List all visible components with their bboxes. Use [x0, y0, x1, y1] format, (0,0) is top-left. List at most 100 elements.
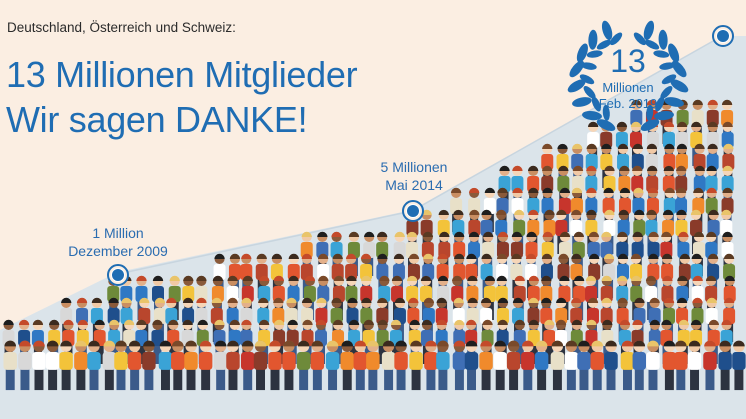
laurel-leaf: [640, 119, 660, 131]
laurel-date: Feb. 2019: [598, 96, 658, 111]
crowd-person: [325, 340, 340, 391]
crowd-person: [703, 340, 717, 391]
laurel-leaf: [602, 104, 610, 121]
crowd-person: [114, 340, 128, 391]
crowd-person: [226, 340, 240, 391]
laurel-leaf: [633, 32, 646, 46]
region-subtitle: Deutschland, Österreich und Schweiz:: [7, 20, 236, 35]
laurel-leaf: [583, 86, 596, 99]
crowd-person: [127, 340, 142, 391]
crowd-person: [732, 340, 746, 391]
laurel-leaf: [580, 62, 597, 70]
crowd-person: [158, 340, 173, 391]
crowd-person: [550, 340, 565, 391]
crowd-person: [59, 340, 73, 391]
milestone-1-date: Dezember 2009: [68, 243, 168, 259]
laurel-leaf: [661, 74, 677, 85]
crowd-person: [45, 340, 60, 391]
crowd-person: [543, 319, 556, 364]
laurel-unit: Millionen: [602, 80, 654, 95]
laurel-leaf: [582, 110, 602, 121]
laurel-leaf: [601, 20, 613, 41]
milestone-1-dot-icon: [107, 264, 129, 286]
laurel-leaf: [586, 50, 603, 58]
crowd-person: [240, 340, 255, 391]
crowd-person: [366, 340, 380, 391]
crowd-person: [590, 340, 604, 391]
laurel-leaf: [643, 20, 655, 41]
crowd-person: [534, 340, 549, 391]
crowd-person: [353, 340, 368, 391]
laurel-leaf: [654, 110, 674, 121]
crowd-person: [102, 340, 117, 391]
crowd-person: [151, 319, 164, 364]
milestone-2-date: Mai 2014: [385, 177, 443, 193]
crowd-person: [171, 340, 185, 391]
laurel-leaf: [588, 29, 598, 50]
crowd-person: [577, 340, 591, 391]
crowd-person: [394, 340, 408, 391]
laurel-leaf: [670, 79, 689, 93]
crowd-person: [18, 340, 32, 391]
crowd-person: [213, 340, 228, 391]
crowd-people-illustration: [2, 99, 746, 391]
headline-thanks: Wir sagen DANKE!: [6, 99, 308, 140]
crowd-person: [253, 340, 268, 391]
laurel-leaf: [653, 50, 670, 58]
crowd-person: [409, 340, 423, 391]
laurel-leaf: [596, 119, 616, 131]
crowd-person: [620, 340, 635, 391]
crowd-person: [74, 340, 88, 391]
laurel-leaf: [596, 39, 612, 50]
laurel-leaf: [660, 86, 673, 99]
crowd-person: [662, 340, 677, 391]
crowd-person: [479, 340, 493, 391]
crowd-person: [381, 340, 396, 391]
milestone-2-count: 5 Millionen: [380, 159, 448, 175]
milestone-3-dot-icon: [712, 25, 734, 47]
crowd-person: [3, 340, 17, 391]
laurel-leaf: [659, 62, 676, 70]
crowd-person: [493, 340, 507, 391]
crowd-person: [198, 340, 213, 391]
crowd-person: [268, 340, 282, 391]
crowd-person: [436, 340, 450, 391]
crowd-person: [506, 340, 521, 391]
crowd-person: [646, 340, 660, 391]
crowd-person: [564, 340, 579, 391]
milestone-2-label: 5 Millionen Mai 2014: [354, 158, 474, 194]
laurel-leaf: [664, 97, 684, 107]
crowd-person: [340, 340, 354, 391]
laurel-leaf: [646, 104, 654, 121]
laurel-leaf: [655, 96, 665, 112]
crowd-person: [32, 340, 46, 391]
crowd-person: [142, 340, 156, 391]
crowd-person: [310, 340, 325, 391]
crowd-person: [452, 340, 467, 391]
crowd-person: [674, 340, 688, 391]
milestone-1-count: 1 Million: [92, 225, 144, 241]
headline-members: 13 Millionen Mitglieder: [6, 54, 358, 95]
laurel-leaf: [644, 39, 660, 50]
laurel-leaf: [572, 97, 592, 107]
crowd-person: [424, 340, 438, 391]
laurel-leaf: [576, 43, 588, 63]
crowd-person: [604, 340, 618, 391]
crowd-person: [718, 340, 732, 391]
laurel-number: 13: [610, 43, 646, 79]
laurel-leaf: [579, 74, 595, 85]
crowd-person: [687, 340, 702, 391]
crowd-person: [87, 340, 101, 391]
laurel-leaf: [671, 60, 687, 78]
crowd-person: [296, 340, 311, 391]
laurel-leaf: [591, 96, 601, 112]
laurel-wreath-icon: [567, 20, 689, 131]
laurel-leaf: [658, 29, 668, 50]
milestone-2-dot-icon: [402, 200, 424, 222]
laurel-leaf: [569, 60, 585, 78]
laurel-leaf: [610, 32, 623, 46]
laurel-leaf: [668, 43, 680, 63]
crowd-person: [464, 340, 479, 391]
crowd-person: [282, 340, 296, 391]
